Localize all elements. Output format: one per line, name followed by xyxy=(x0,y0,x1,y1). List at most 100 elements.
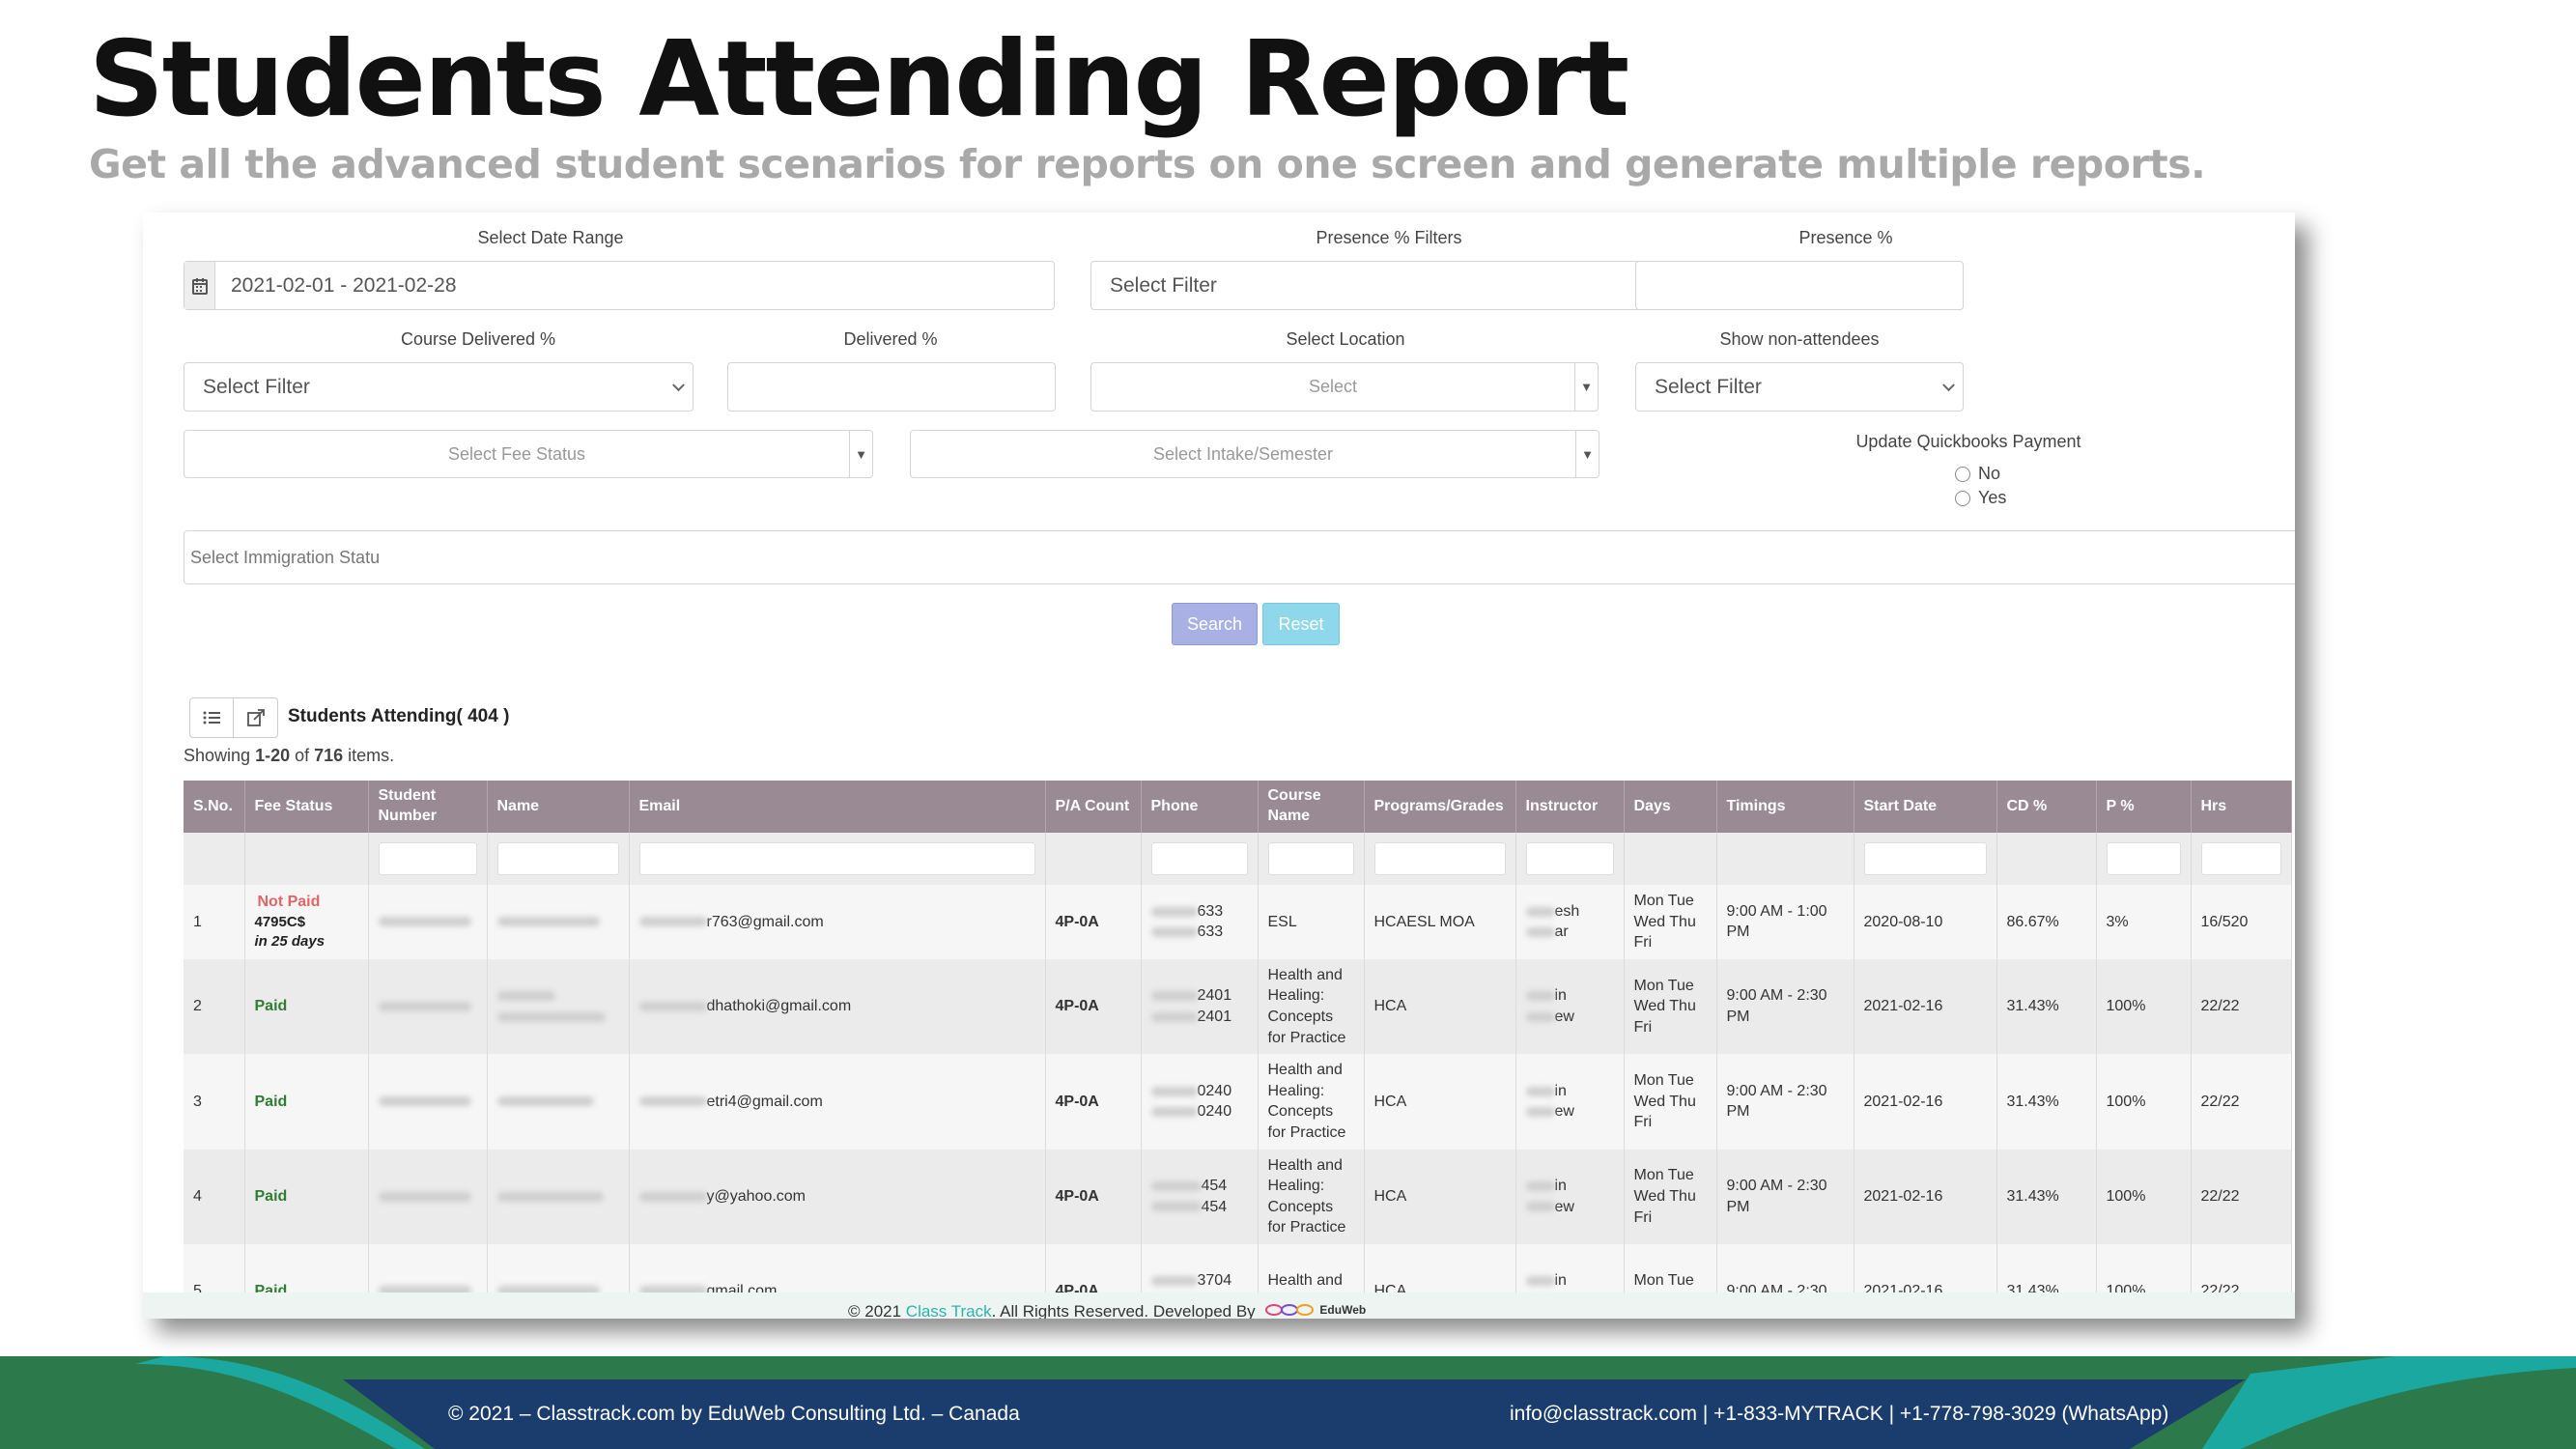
column-header[interactable]: Instructor xyxy=(1515,781,1625,833)
fee-status-cell: Paid xyxy=(244,1054,369,1150)
instructor-cell: in ew xyxy=(1515,1149,1625,1244)
timings-cell: 9:00 AM - 2:30 PM xyxy=(1716,1149,1854,1244)
email-text: etri4@gmail.com xyxy=(706,1093,823,1110)
quickbooks-no-label: No xyxy=(1978,464,2001,483)
quickbooks-no-radio[interactable]: No xyxy=(1955,464,2000,484)
location-select[interactable]: Select ▼ xyxy=(1090,362,1599,412)
student-number-filter[interactable] xyxy=(378,842,477,875)
list-icon xyxy=(203,711,220,724)
course-cell: Health and Healing: Concepts for Practic… xyxy=(1258,958,1365,1055)
fee-status-cell: Not Paid 4795C$ in 25 days xyxy=(244,885,369,959)
email-filter[interactable] xyxy=(638,842,1035,875)
table-row[interactable]: 2 Paid dhathoki@gmail.com 4P-0A 2401 2401… xyxy=(184,958,2292,1055)
summary-prefix: Showing xyxy=(184,746,256,765)
name-cell xyxy=(487,885,630,959)
presence-input[interactable] xyxy=(1635,261,1964,310)
fee-status-select[interactable]: Select Fee Status ▼ xyxy=(184,430,873,478)
instructor-text: ew xyxy=(1554,1198,1574,1215)
presence-filters-value: Select Filter xyxy=(1110,273,1217,297)
intake-select[interactable]: Select Intake/Semester ▼ xyxy=(910,430,1599,478)
instructor-text: esh xyxy=(1554,902,1580,920)
name-cell xyxy=(487,958,630,1055)
dropdown-arrow-icon: ▼ xyxy=(1575,431,1599,477)
quickbooks-yes-radio[interactable]: Yes xyxy=(1955,488,2006,508)
name-cell xyxy=(487,1149,630,1244)
days-cell: Mon Tue Wed Thu Fri xyxy=(1624,885,1717,959)
p-filter[interactable] xyxy=(2106,842,2181,875)
non-attendees-value: Select Filter xyxy=(1655,375,1762,398)
instructor-filter[interactable] xyxy=(1525,842,1614,875)
summary-suffix: items. xyxy=(343,746,395,765)
eduweb-logo-icon xyxy=(1265,1304,1315,1316)
column-header[interactable]: P % xyxy=(2096,781,2192,833)
student-number-cell xyxy=(368,1149,488,1244)
course-delivered-value: Select Filter xyxy=(203,375,310,398)
table-row[interactable]: 3 Paid etri4@gmail.com 4P-0A 0240 0240 He… xyxy=(184,1054,2292,1150)
dropdown-arrow-icon: ▼ xyxy=(1574,363,1598,411)
start-date-cell: 2021-02-16 xyxy=(1854,1149,1997,1244)
column-header[interactable]: CD % xyxy=(1996,781,2097,833)
phone-cell: 2401 2401 xyxy=(1141,958,1259,1055)
column-header[interactable]: Fee Status xyxy=(244,781,369,833)
chevron-down-icon xyxy=(672,378,685,391)
cd-cell: 31.43% xyxy=(1996,1149,2097,1244)
column-header[interactable]: Course Name xyxy=(1258,781,1365,833)
column-header[interactable]: Email xyxy=(629,781,1046,833)
days-cell: Mon Tue Wed Thu Fri xyxy=(1624,1054,1717,1150)
column-header[interactable]: S.No. xyxy=(184,781,245,833)
column-header[interactable]: P/A Count xyxy=(1045,781,1142,833)
report-panel: Select Date Range 2021-02-01 - 2021-02-2… xyxy=(143,213,2295,1319)
column-header[interactable]: Student Number xyxy=(368,781,488,833)
column-header[interactable]: Name xyxy=(487,781,630,833)
date-range-picker[interactable]: 2021-02-01 - 2021-02-28 xyxy=(184,261,1055,310)
search-button[interactable]: Search xyxy=(1172,603,1258,645)
delivered-input[interactable] xyxy=(727,362,1056,412)
name-filter[interactable] xyxy=(496,842,619,875)
panel-footer-prefix: © 2021 xyxy=(848,1302,906,1319)
presence-filters-select[interactable]: Select Filter xyxy=(1090,261,1682,310)
immigration-status-select[interactable]: Select Immigration Statu xyxy=(184,530,2295,584)
instructor-text: ar xyxy=(1554,923,1569,941)
sno-cell: 3 xyxy=(184,1054,245,1150)
course-name-filter[interactable] xyxy=(1267,842,1354,875)
location-placeholder: Select xyxy=(1308,377,1358,396)
cd-cell: 31.43% xyxy=(1996,958,2097,1055)
column-header[interactable]: Days xyxy=(1624,781,1717,833)
column-header[interactable]: Timings xyxy=(1716,781,1854,833)
p-cell: 3% xyxy=(2096,885,2192,959)
chevron-down-icon xyxy=(1942,378,1955,391)
classtrack-link[interactable]: Class Track xyxy=(905,1302,992,1319)
course-cell: ESL xyxy=(1258,885,1365,959)
phone-filter[interactable] xyxy=(1150,842,1248,875)
phone-text: 2401 xyxy=(1197,1008,1232,1025)
programs-filter[interactable] xyxy=(1373,842,1506,875)
column-header[interactable]: Phone xyxy=(1141,781,1259,833)
column-header[interactable]: Start Date xyxy=(1854,781,1997,833)
instructor-text: in xyxy=(1554,1271,1567,1289)
list-view-button[interactable] xyxy=(189,697,234,738)
export-button[interactable] xyxy=(234,697,278,738)
hrs-filter[interactable] xyxy=(2200,842,2281,875)
delivered-label: Delivered % xyxy=(843,329,938,349)
timings-cell: 9:00 AM - 2:30 PM xyxy=(1716,1054,1854,1150)
table-row[interactable]: 4 Paid y@yahoo.com 4P-0A 454 454 Health a… xyxy=(184,1149,2292,1244)
edit-external-icon xyxy=(246,709,265,726)
start-date-filter[interactable] xyxy=(1863,842,1987,875)
fee-status-cell: Paid xyxy=(244,958,369,1055)
start-date-cell: 2021-02-16 xyxy=(1854,1054,1997,1150)
phone-text: 633 xyxy=(1197,923,1224,941)
course-delivered-select[interactable]: Select Filter xyxy=(184,362,694,412)
column-header[interactable]: Programs/Grades xyxy=(1364,781,1516,833)
fee-due: in 25 days xyxy=(254,933,326,951)
course-cell: Health and Healing: Concepts for Practic… xyxy=(1258,1149,1365,1244)
reset-button[interactable]: Reset xyxy=(1262,603,1340,645)
table-header-row: S.No. Fee Status Student Number Name Ema… xyxy=(184,781,2292,833)
table-row[interactable]: 1 Not Paid 4795C$ in 25 days r763@gmail.… xyxy=(184,885,2292,959)
column-header[interactable]: Hrs xyxy=(2191,781,2292,833)
dropdown-arrow-icon: ▼ xyxy=(849,431,872,477)
pa-count-cell: 4P-0A xyxy=(1045,958,1142,1055)
non-attendees-select[interactable]: Select Filter xyxy=(1635,362,1964,412)
days-cell: Mon Tue Wed Thu Fri xyxy=(1624,1149,1717,1244)
eduweb-logo-text: EduWeb xyxy=(1319,1303,1367,1317)
phone-text: 2401 xyxy=(1197,987,1232,1005)
